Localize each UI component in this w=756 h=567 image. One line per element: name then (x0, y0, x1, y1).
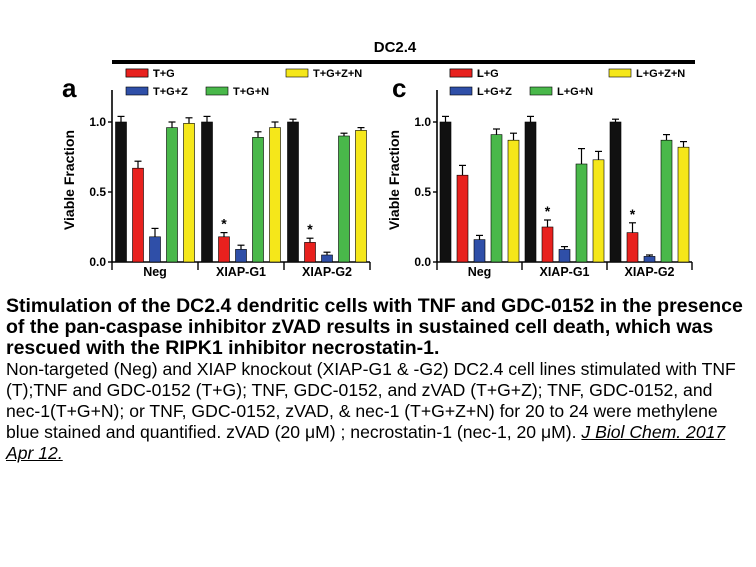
caption-citation[interactable]: J Biol Chem. 2017 Apr 12. (6, 422, 726, 463)
bar-a-TpGpZpN-Neg (183, 123, 195, 263)
x-tick-label: XIAP-G1 (216, 265, 266, 279)
figure-header: DC2.4 (374, 39, 417, 56)
bar-c-LpGpZ-Neg (473, 239, 486, 263)
legend-swatch-a-1 (125, 68, 149, 78)
y-tick-label: 0.5 (414, 185, 431, 199)
caption-text: Non-targeted (Neg) and XIAP knockout (XI… (6, 359, 736, 442)
legend-label-a-4: T+G+Z+N (313, 68, 362, 80)
legend-label-a-3: T+G+N (233, 86, 269, 98)
significance-asterisk: * (307, 221, 313, 237)
legend-swatch-c-3 (529, 86, 553, 96)
bar-c-LpGpZpN-XIAP-G1 (592, 159, 605, 263)
legend-swatch-c-2 (449, 86, 473, 96)
significance-asterisk: * (545, 203, 551, 219)
bar-c-L-XIAP-G1 (524, 121, 537, 263)
bar-a-T-Neg (115, 121, 127, 263)
legend-label-c-3: L+G+N (557, 86, 593, 98)
significance-asterisk: * (630, 206, 636, 222)
panel-c: c LL+G L+G+Z+N L+G+Z L+G+N 0.0 0.5 1.0 Viable … (386, 68, 693, 279)
bar-c-L-Neg (439, 121, 452, 263)
y-tick-label: 1.0 (414, 115, 431, 129)
y-tick-label: 1.0 (89, 115, 106, 129)
panel-a-plot: 0.0 0.5 1.0 Viable Fraction Neg XIAP-G1 XIAP-G… (61, 90, 371, 279)
panel-c-plot: 0.0 0.5 1.0 Viable Fraction Neg XIAP-G1 XIAP-G… (386, 90, 693, 279)
bar-c-LpGpN-Neg (490, 134, 503, 263)
legend-label-a-1: T+G (153, 68, 175, 80)
panel-a: a TT+G T+G+Z+N T+G+Z T+G+N 0.0 0.5 1.0 Viable … (61, 68, 371, 279)
bar-c-LpGpZ-XIAP-G1 (558, 249, 571, 263)
legend-label-c-0: L (477, 68, 484, 80)
legend-label-a-2: T+G+Z (153, 86, 188, 98)
bar-a-TpG-Neg (132, 167, 144, 263)
y-axis-label: Viable Fraction (386, 130, 402, 230)
panel-c-letter: c (392, 73, 406, 103)
x-tick-label: XIAP-G1 (539, 265, 589, 279)
bar-c-LpG-Neg (456, 174, 469, 263)
x-tick-label: Neg (468, 265, 492, 279)
y-tick-label: 0.0 (89, 255, 106, 269)
x-tick-label: XIAP-G2 (302, 265, 352, 279)
legend-label-c-4: L+G+Z+N (636, 68, 685, 80)
bar-a-TpGpZ-Neg (149, 236, 161, 263)
y-tick-label: 0.0 (414, 255, 431, 269)
significance-asterisk: * (221, 216, 227, 232)
bar-a-TpGpN-XIAP-G1 (252, 137, 264, 263)
panel-a-legend: TT+G T+G+Z+N T+G+Z T+G+N (125, 68, 362, 98)
figure-caption: Stimulation of the DC2.4 dendritic cells… (6, 296, 750, 464)
legend-swatch-a-2 (125, 86, 149, 96)
bar-a-T-XIAP-G2 (287, 121, 299, 263)
bar-c-LpGpZpN-Neg (507, 139, 520, 263)
legend-swatch-a-3 (205, 86, 229, 96)
panel-c-legend: LL+G L+G+Z+N L+G+Z L+G+N (449, 68, 685, 98)
x-tick-label: Neg (143, 265, 167, 279)
bar-a-T-XIAP-G1 (201, 121, 213, 263)
bar-a-TpG-XIAP-G1 (218, 236, 230, 263)
bar-c-LpGpZpN-XIAP-G2 (677, 146, 690, 263)
bar-a-TpGpZ-XIAP-G2 (321, 254, 333, 263)
legend-swatch-c-1 (449, 68, 473, 78)
bar-a-TpGpN-Neg (166, 127, 178, 263)
legend-swatch-c-4 (608, 68, 632, 78)
legend-swatch-a-4 (285, 68, 309, 78)
caption-title: Stimulation of the DC2.4 dendritic cells… (6, 295, 743, 359)
bar-a-TpGpZpN-XIAP-G2 (355, 130, 367, 263)
bar-a-TpGpN-XIAP-G2 (338, 135, 350, 263)
legend-label-c-1: L+G (477, 68, 499, 80)
bar-a-TpG-XIAP-G2 (304, 242, 316, 263)
caption-body: Non-targeted (Neg) and XIAP knockout (XI… (6, 359, 750, 464)
y-axis-label: Viable Fraction (61, 130, 77, 230)
legend-label-c-2: L+G+Z (477, 86, 512, 98)
legend-label-a-0: T (153, 68, 160, 80)
figure: DC2.4 a TT+G T+G+Z+N T+G+Z T+G+N 0.0 0.5 1.0 V… (61, 39, 695, 279)
x-tick-label: XIAP-G2 (624, 265, 674, 279)
panel-a-letter: a (62, 73, 77, 103)
bar-a-TpGpZ-XIAP-G1 (235, 249, 247, 263)
bar-c-LpG-XIAP-G1 (541, 226, 554, 263)
bar-c-LpGpN-XIAP-G1 (575, 163, 588, 263)
bar-c-LpGpZ-XIAP-G2 (643, 256, 656, 263)
bar-c-L-XIAP-G2 (609, 121, 622, 263)
bar-c-LpGpN-XIAP-G2 (660, 139, 673, 263)
y-tick-label: 0.5 (89, 185, 106, 199)
bar-a-TpGpZpN-XIAP-G1 (269, 127, 281, 263)
bar-c-LpG-XIAP-G2 (626, 232, 639, 263)
